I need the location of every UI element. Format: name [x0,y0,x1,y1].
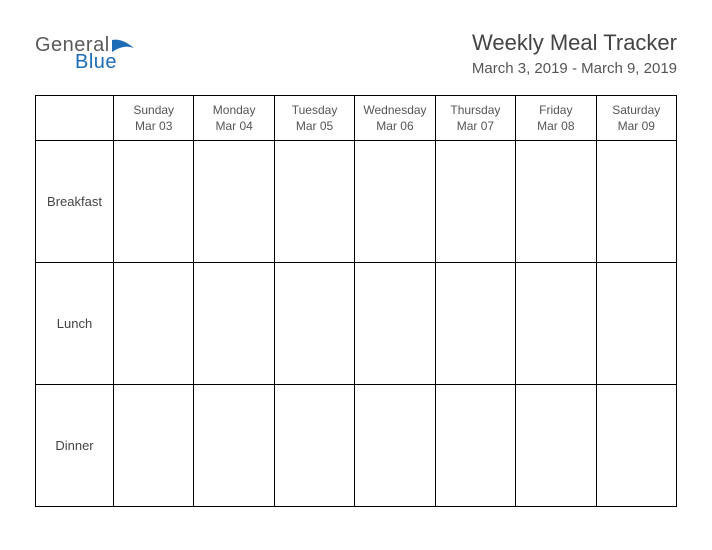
table-row: Dinner [36,385,677,507]
meal-cell[interactable] [274,385,354,507]
col-header: Sunday Mar 03 [114,96,194,141]
meal-cell[interactable] [114,263,194,385]
meal-cell[interactable] [516,263,596,385]
day-date: Mar 03 [135,119,172,133]
meal-cell[interactable] [355,385,435,507]
col-header: Wednesday Mar 06 [355,96,435,141]
meal-cell[interactable] [274,263,354,385]
day-name: Sunday [133,103,174,117]
day-date: Mar 08 [537,119,574,133]
col-header: Saturday Mar 09 [596,96,676,141]
day-date: Mar 09 [618,119,655,133]
meal-label: Dinner [36,385,114,507]
meal-tracker-table: Sunday Mar 03 Monday Mar 04 Tuesday Mar … [35,95,677,507]
logo-text-blue: Blue [75,51,117,74]
day-name: Friday [539,103,572,117]
col-header: Monday Mar 04 [194,96,274,141]
day-name: Thursday [450,103,500,117]
table-row: Breakfast [36,141,677,263]
col-header: Friday Mar 08 [516,96,596,141]
header: General Blue Weekly Meal Tracker March 3… [35,30,677,77]
day-name: Wednesday [363,103,426,117]
meal-cell[interactable] [114,141,194,263]
meal-cell[interactable] [596,141,676,263]
col-header: Tuesday Mar 05 [274,96,354,141]
page-title: Weekly Meal Tracker [472,30,677,56]
meal-cell[interactable] [516,141,596,263]
meal-cell[interactable] [194,141,274,263]
day-date: Mar 06 [376,119,413,133]
meal-tracker-page: General Blue Weekly Meal Tracker March 3… [0,0,712,542]
day-name: Tuesday [292,103,338,117]
meal-cell[interactable] [355,263,435,385]
day-date: Mar 05 [296,119,333,133]
logo-swoosh-icon [112,38,134,52]
meal-label: Lunch [36,263,114,385]
meal-cell[interactable] [194,263,274,385]
page-subtitle: March 3, 2019 - March 9, 2019 [472,60,677,77]
meal-cell[interactable] [435,263,515,385]
meal-cell[interactable] [516,385,596,507]
logo: General Blue [35,30,134,74]
meal-cell[interactable] [194,385,274,507]
corner-cell [36,96,114,141]
day-date: Mar 07 [457,119,494,133]
title-block: Weekly Meal Tracker March 3, 2019 - Marc… [472,30,677,77]
day-name: Saturday [612,103,660,117]
meal-cell[interactable] [596,385,676,507]
col-header: Thursday Mar 07 [435,96,515,141]
table-row: Lunch [36,263,677,385]
meal-cell[interactable] [355,141,435,263]
logo-stack: General Blue [35,34,134,74]
day-name: Monday [213,103,256,117]
table-header-row: Sunday Mar 03 Monday Mar 04 Tuesday Mar … [36,96,677,141]
meal-cell[interactable] [435,141,515,263]
meal-cell[interactable] [435,385,515,507]
day-date: Mar 04 [215,119,252,133]
meal-cell[interactable] [274,141,354,263]
meal-cell[interactable] [596,263,676,385]
meal-cell[interactable] [114,385,194,507]
meal-label: Breakfast [36,141,114,263]
